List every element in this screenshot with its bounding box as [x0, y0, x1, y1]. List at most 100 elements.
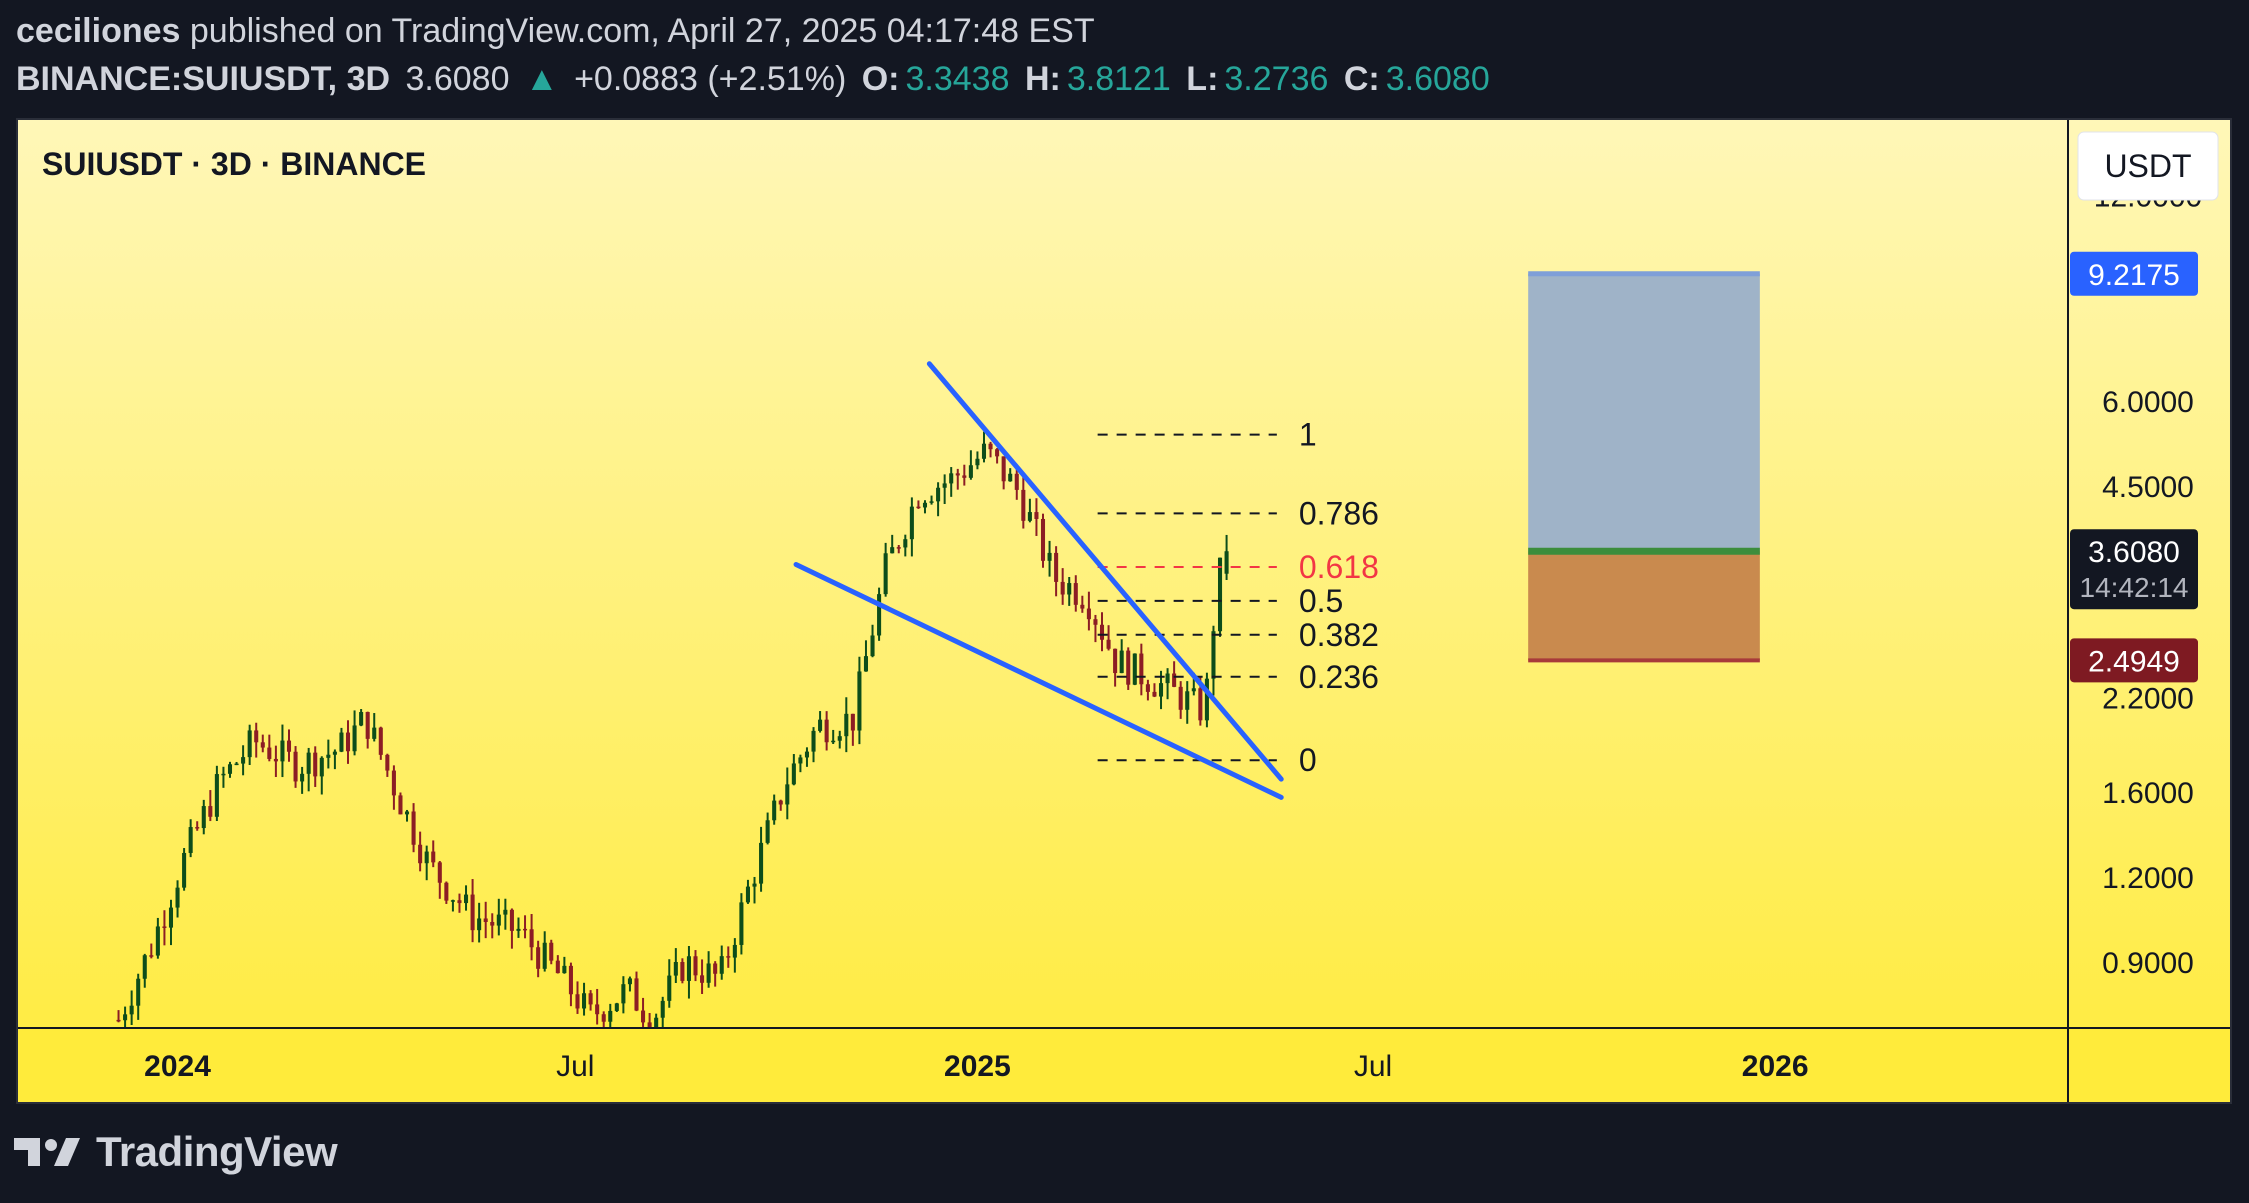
- candle[interactable]: [457, 893, 462, 913]
- time-axis[interactable]: [18, 1028, 2230, 1102]
- candle[interactable]: [1139, 643, 1144, 696]
- author-name[interactable]: ceciliones: [16, 12, 181, 50]
- candle[interactable]: [155, 917, 160, 959]
- candle[interactable]: [523, 915, 528, 939]
- candle[interactable]: [1027, 498, 1032, 523]
- candle[interactable]: [1126, 647, 1131, 690]
- long-position-profit-zone[interactable]: [1528, 273, 1760, 552]
- candle[interactable]: [385, 753, 390, 777]
- candle[interactable]: [431, 840, 436, 868]
- candle[interactable]: [463, 885, 469, 911]
- candle[interactable]: [359, 709, 364, 727]
- candle[interactable]: [470, 879, 475, 943]
- candle[interactable]: [975, 451, 980, 470]
- candle[interactable]: [739, 893, 744, 955]
- candle[interactable]: [1021, 476, 1026, 529]
- candle[interactable]: [168, 899, 174, 946]
- tradingview-logo[interactable]: TradingView: [14, 1128, 338, 1176]
- candle[interactable]: [116, 1010, 121, 1023]
- candle[interactable]: [1172, 661, 1177, 688]
- candle[interactable]: [490, 913, 495, 939]
- candle[interactable]: [1204, 672, 1209, 728]
- candle[interactable]: [595, 988, 600, 1025]
- candle[interactable]: [477, 902, 482, 943]
- candle[interactable]: [798, 754, 803, 773]
- candle[interactable]: [1067, 577, 1072, 606]
- candle[interactable]: [811, 727, 816, 763]
- candle[interactable]: [785, 767, 790, 820]
- candle[interactable]: [372, 713, 377, 742]
- chart-frame[interactable]: 1 0.786 0.618 0.5 0.382 0.236 0 2024 Jul 2025 Jul…: [16, 118, 2232, 1104]
- price-axis-label[interactable]: 2.4949: [2070, 638, 2198, 683]
- candle[interactable]: [378, 726, 383, 760]
- candle[interactable]: [621, 976, 626, 1014]
- candle[interactable]: [1185, 681, 1190, 724]
- trendline[interactable]: [793, 561, 1284, 800]
- candle[interactable]: [306, 747, 311, 792]
- candle[interactable]: [936, 482, 941, 517]
- fib-level[interactable]: 0.382: [1097, 617, 1379, 653]
- candle[interactable]: [732, 938, 737, 973]
- price-axis-label[interactable]: 9.2175: [2070, 251, 2198, 296]
- candle[interactable]: [942, 474, 947, 504]
- candle[interactable]: [503, 898, 508, 930]
- candle[interactable]: [555, 955, 560, 974]
- candle[interactable]: [981, 431, 987, 463]
- candle[interactable]: [765, 812, 770, 845]
- candle[interactable]: [123, 1006, 128, 1030]
- candle[interactable]: [1178, 681, 1183, 719]
- candle[interactable]: [1040, 513, 1046, 568]
- candle[interactable]: [627, 976, 632, 992]
- candle[interactable]: [254, 722, 259, 758]
- candle[interactable]: [273, 745, 278, 778]
- fib-level[interactable]: 0: [1097, 742, 1317, 778]
- candle[interactable]: [1152, 683, 1157, 698]
- candle[interactable]: [142, 953, 147, 988]
- candle[interactable]: [962, 464, 967, 486]
- candle[interactable]: [424, 845, 429, 881]
- candle[interactable]: [863, 640, 869, 672]
- candle[interactable]: [352, 710, 357, 756]
- candle[interactable]: [391, 765, 396, 810]
- candle[interactable]: [280, 724, 285, 778]
- candle[interactable]: [227, 761, 233, 778]
- candle[interactable]: [326, 739, 331, 769]
- candle[interactable]: [896, 545, 901, 554]
- long-position-loss-zone[interactable]: [1528, 551, 1760, 661]
- candle[interactable]: [1113, 648, 1118, 687]
- candle[interactable]: [1080, 595, 1085, 613]
- candle[interactable]: [909, 497, 914, 557]
- candle[interactable]: [300, 766, 305, 794]
- candle[interactable]: [286, 729, 292, 762]
- candle[interactable]: [680, 958, 685, 984]
- candle[interactable]: [890, 534, 895, 554]
- candle[interactable]: [260, 734, 265, 753]
- candle[interactable]: [706, 951, 711, 988]
- candle[interactable]: [1054, 546, 1059, 597]
- candle[interactable]: [922, 500, 928, 514]
- candle[interactable]: [660, 996, 665, 1030]
- candle[interactable]: [804, 747, 809, 767]
- candle[interactable]: [247, 724, 252, 765]
- candle[interactable]: [752, 876, 757, 904]
- candle[interactable]: [1073, 575, 1078, 612]
- candle[interactable]: [345, 720, 351, 764]
- candle[interactable]: [208, 790, 213, 822]
- candle[interactable]: [444, 881, 449, 904]
- candle[interactable]: [759, 826, 764, 892]
- candle[interactable]: [536, 940, 541, 978]
- candle[interactable]: [968, 450, 973, 480]
- candle[interactable]: [313, 746, 318, 787]
- candle[interactable]: [1086, 591, 1091, 631]
- candle[interactable]: [149, 943, 154, 959]
- candle[interactable]: [1132, 653, 1137, 686]
- candle[interactable]: [686, 945, 691, 999]
- candle[interactable]: [575, 981, 580, 1014]
- candle[interactable]: [713, 961, 718, 987]
- candle[interactable]: [365, 711, 370, 749]
- candle[interactable]: [241, 745, 246, 776]
- candle[interactable]: [791, 754, 796, 786]
- candle[interactable]: [988, 441, 993, 458]
